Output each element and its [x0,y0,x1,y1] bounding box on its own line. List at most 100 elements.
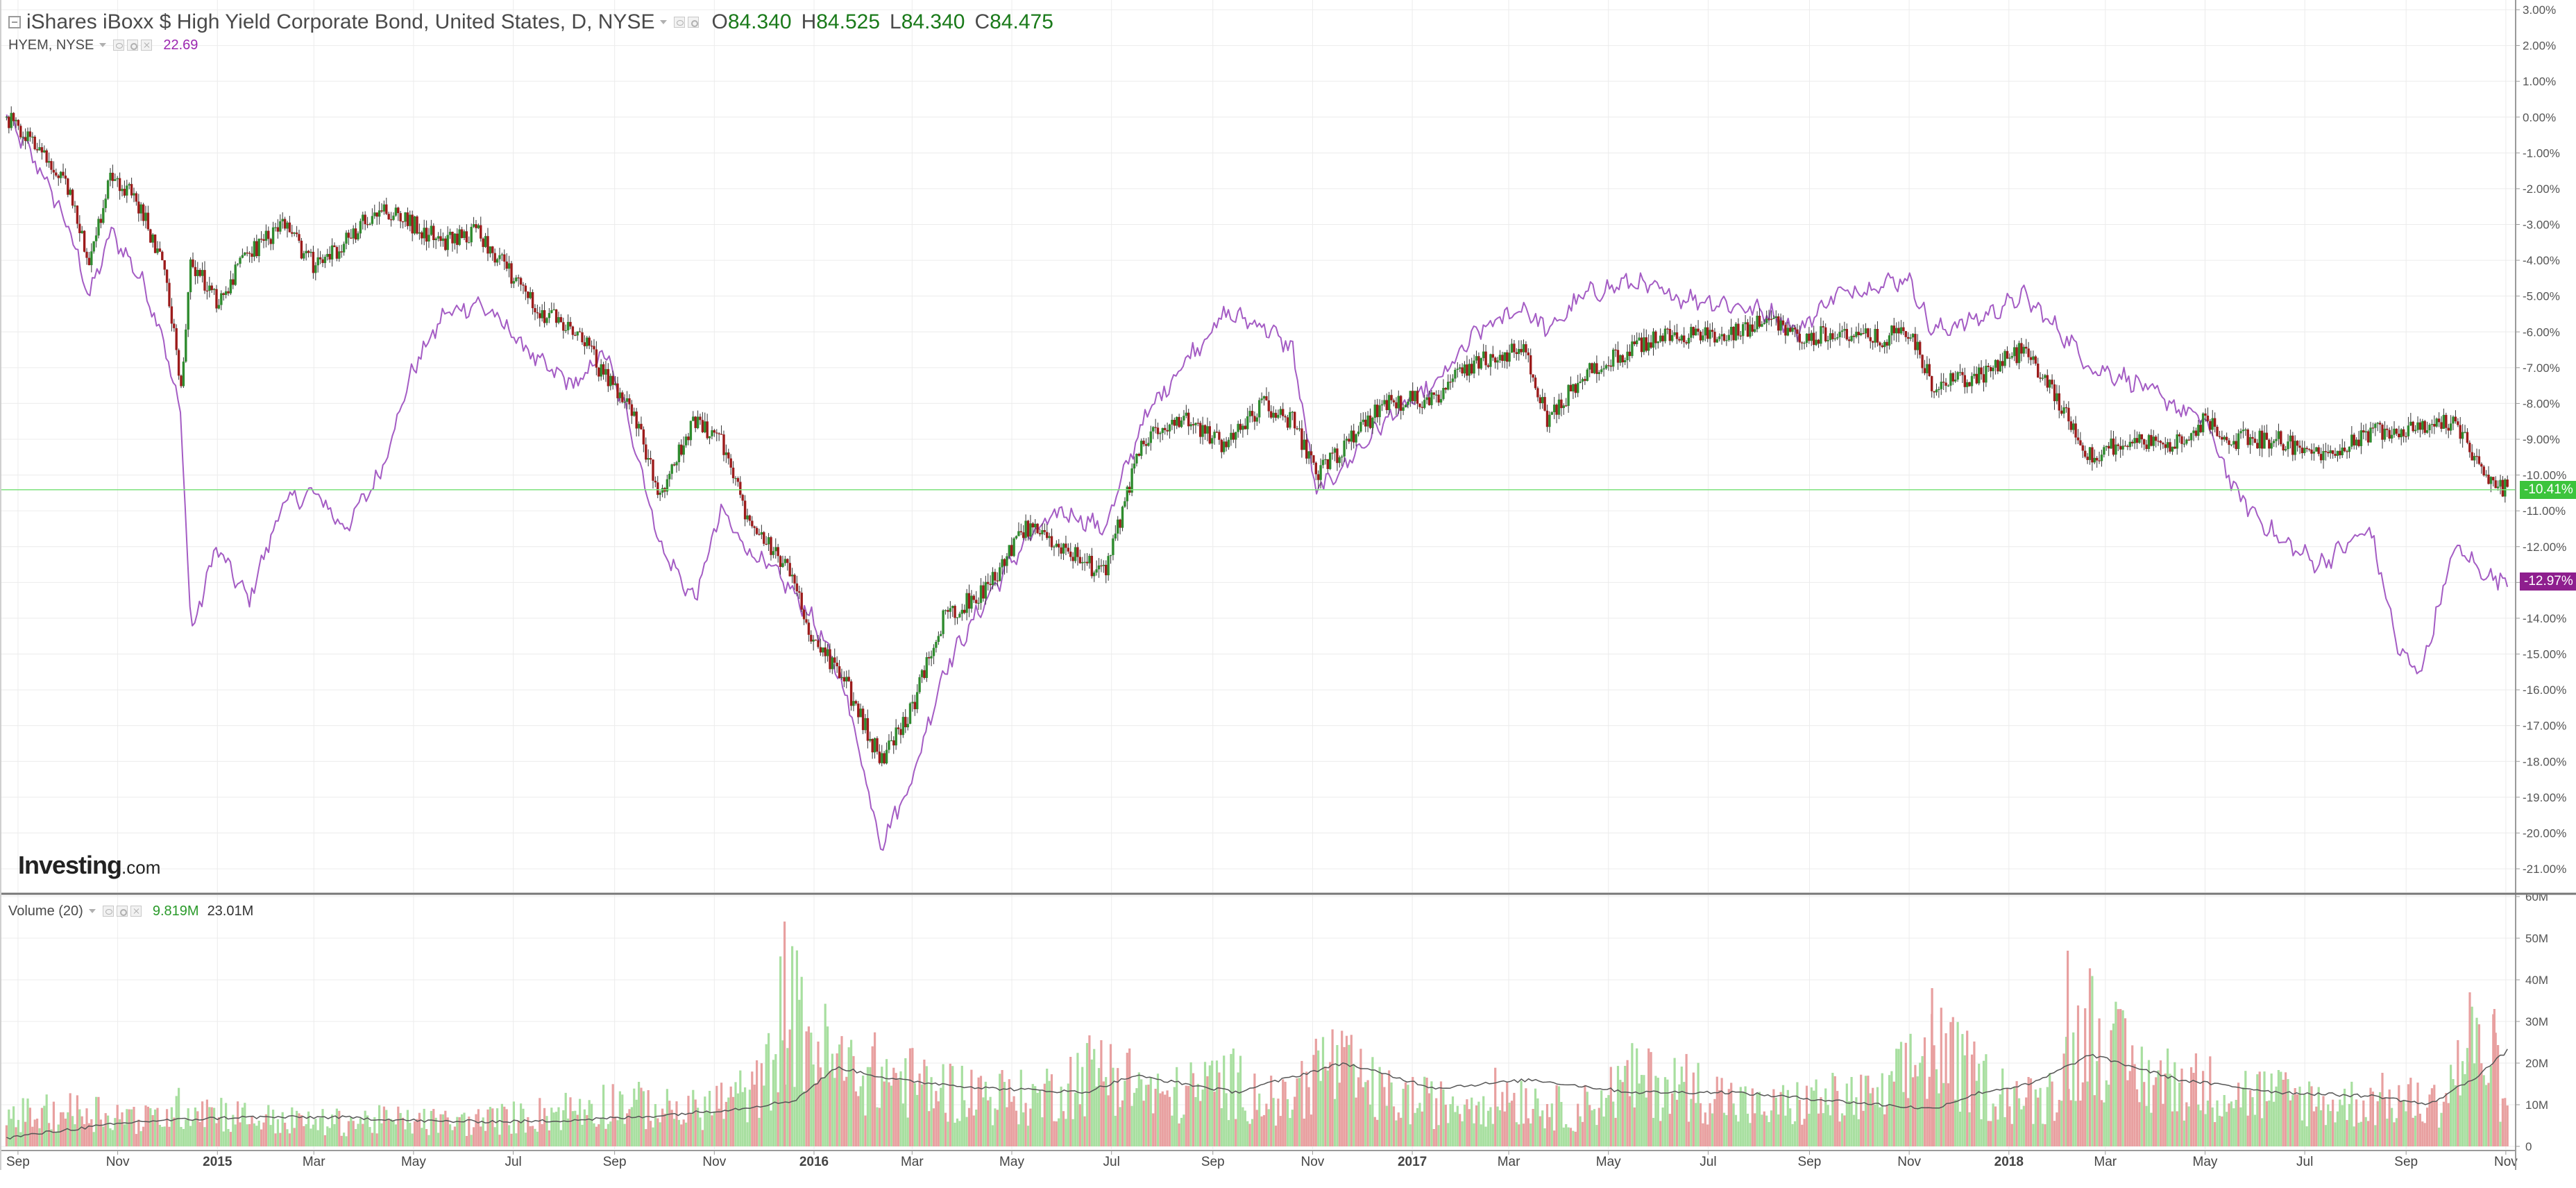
candle [1183,409,1185,425]
volume-bar [1803,1119,1806,1146]
candle [1220,439,1223,459]
volume-bar [80,1116,83,1146]
gear-icon[interactable] [116,906,128,917]
candle [645,437,647,463]
overlay-legend[interactable]: HYEM, NYSE 22.69 [8,33,198,57]
volume-bar [878,1108,881,1146]
eye-icon[interactable] [674,17,686,28]
candle [1319,458,1322,489]
candle [1289,407,1291,430]
candle [892,736,895,754]
candle [595,341,598,375]
volume-bar [414,1121,416,1146]
candle [1454,367,1457,382]
volume-bar [380,1123,383,1146]
volume-bar [1515,1122,1518,1146]
candle [312,246,315,279]
volume-bar [699,1117,702,1146]
chevron-down-icon[interactable] [99,43,107,47]
close-icon[interactable] [141,40,153,51]
volume-bar [1048,1080,1051,1146]
volume-bar [83,1124,86,1146]
candle [1437,390,1440,407]
volume-bar [425,1129,428,1146]
candle [1043,523,1046,536]
candle [845,670,848,688]
main-series-legend[interactable]: iShares iBoxx $ High Yield Corporate Bon… [8,7,1053,37]
candle [979,578,983,610]
volume-bar [724,1101,727,1146]
candle [2133,430,2136,450]
volume-bar [1774,1097,1777,1146]
candle [928,651,931,665]
volume-bar [616,1120,619,1146]
collapse-icon[interactable] [8,16,21,28]
volume-bar [1397,1112,1400,1146]
volume-bar [468,1117,471,1146]
candle [770,536,772,561]
volume-legend[interactable]: Volume (20) 9.819M 23.01M [8,899,253,923]
volume-bar [31,1126,34,1146]
candle [1888,332,1891,350]
volume-bar [888,1082,890,1146]
volume-bar [685,1122,688,1146]
candle [2492,477,2495,487]
volume-bar [1947,1083,1950,1146]
chevron-down-icon[interactable] [660,20,668,24]
candle [293,232,296,237]
volume-bar [795,950,798,1146]
candle [2199,420,2202,434]
volume-bar [1949,1021,1952,1146]
gear-icon[interactable] [688,17,700,28]
candle [1857,323,1860,344]
volume-bar [999,1074,1001,1146]
volume-bar [2199,1110,2202,1146]
volume-bar [805,1031,808,1146]
candle [840,668,843,680]
candle [2471,444,2473,461]
candle [2029,350,2033,366]
volume-bar [74,1124,76,1146]
volume-bar [1541,1110,1544,1146]
volume-bar [1289,1118,1291,1146]
eye-icon[interactable] [102,906,114,917]
candle [2235,433,2237,451]
volume-bar [203,1127,206,1146]
gear-icon[interactable] [127,40,139,51]
volume-bar [1338,1083,1341,1146]
volume-bar [2499,1121,2502,1146]
candle [2355,437,2358,450]
volume-bar [1477,1101,1480,1146]
close-icon[interactable] [130,906,142,917]
volume-bar [1265,1103,1268,1146]
volume-bar [227,1129,230,1146]
candle [2189,432,2193,448]
volume-bar [1008,1079,1010,1146]
eye-icon[interactable] [113,40,125,51]
candle [1348,433,1350,444]
volume-bar [817,1042,820,1146]
candle [1034,519,1037,535]
candle [649,450,652,464]
volume-bar [1486,1110,1490,1146]
candle [2378,421,2382,433]
volume-bar [296,1110,298,1146]
candle [566,314,570,334]
volume-bar [2277,1070,2280,1146]
volume-bar [2202,1071,2205,1146]
candle [2461,424,2464,448]
volume-bar [1532,1109,1534,1146]
volume-bar [1565,1124,1568,1146]
candle [1883,340,1886,354]
volume-bar [1813,1090,1815,1146]
candle [2421,418,2424,434]
volume-bar [1668,1114,1671,1146]
candle [696,410,700,430]
volume-bar [1968,1112,1971,1146]
volume-bar [1985,1054,1988,1146]
candle [1459,364,1461,373]
candle [1532,374,1534,382]
volume-bar [1203,1062,1207,1146]
chevron-down-icon[interactable] [88,909,96,913]
